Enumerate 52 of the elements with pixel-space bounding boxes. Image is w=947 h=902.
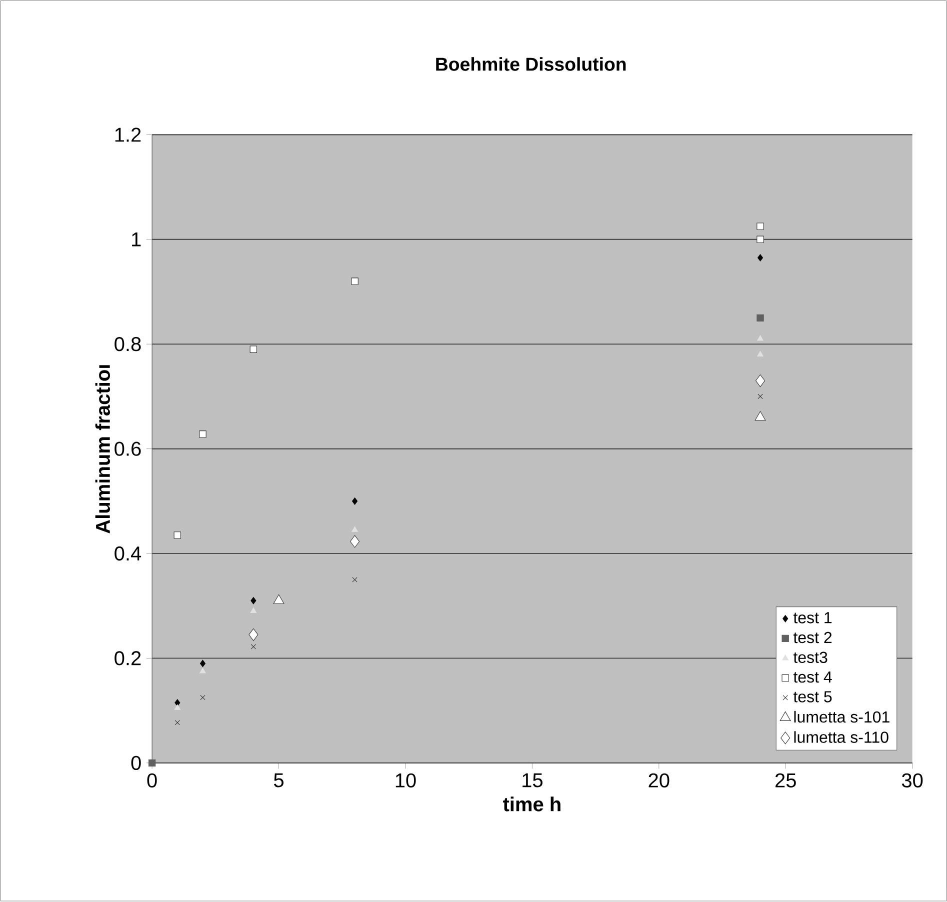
point [250,346,258,354]
point [352,577,358,582]
point [250,597,256,604]
point [757,335,764,341]
point [351,278,358,286]
point [148,759,156,767]
point [758,254,764,262]
point [200,668,206,674]
point [758,394,763,400]
x-tick-label: 5 [274,774,284,788]
legend-label: test 2 [793,632,832,644]
x-tick-label: 0 [147,773,157,788]
point [200,695,206,700]
x-axis-title: time h [502,796,560,812]
point [754,411,766,421]
y-tick-label: 0.8 [114,337,141,352]
y-tick-label: 1.2 [115,128,141,142]
x-tick-label: 30 [902,773,923,788]
legend-label: lumetta s-101 [794,711,890,723]
x-tick-label: 10 [396,773,416,788]
point [174,532,182,539]
x-tick-label: 15 [522,774,542,788]
point [174,720,180,726]
y-tick-label: 1 [132,232,141,246]
point [200,660,206,668]
y-tick-label: 0.6 [114,442,141,456]
point [350,535,360,548]
point [352,498,358,505]
y-axis-title: Aluminum fractioı [95,365,110,534]
legend-label: lumetta s-110 [794,731,888,744]
legend-label: test 5 [793,691,832,703]
point [756,236,764,244]
point [174,704,181,710]
legend-label: test 4 [793,672,832,683]
x-tick-label: 25 [775,773,796,788]
x-tick-label: 20 [648,773,670,788]
point [250,608,257,614]
point [352,526,358,532]
y-tick-label: 0 [131,756,141,770]
point [273,594,284,604]
point [199,430,206,438]
y-tick-label: 0.2 [114,651,141,666]
legend-label: test 1 [793,612,832,624]
point [248,628,258,642]
y-tick-label: 0.4 [114,546,142,561]
legend-label: test3 [793,652,828,664]
point [756,374,766,388]
point [756,314,764,322]
point [250,644,256,650]
chart-title: Boehmite Dissolution [436,57,626,72]
point [757,351,764,357]
point [756,222,764,230]
